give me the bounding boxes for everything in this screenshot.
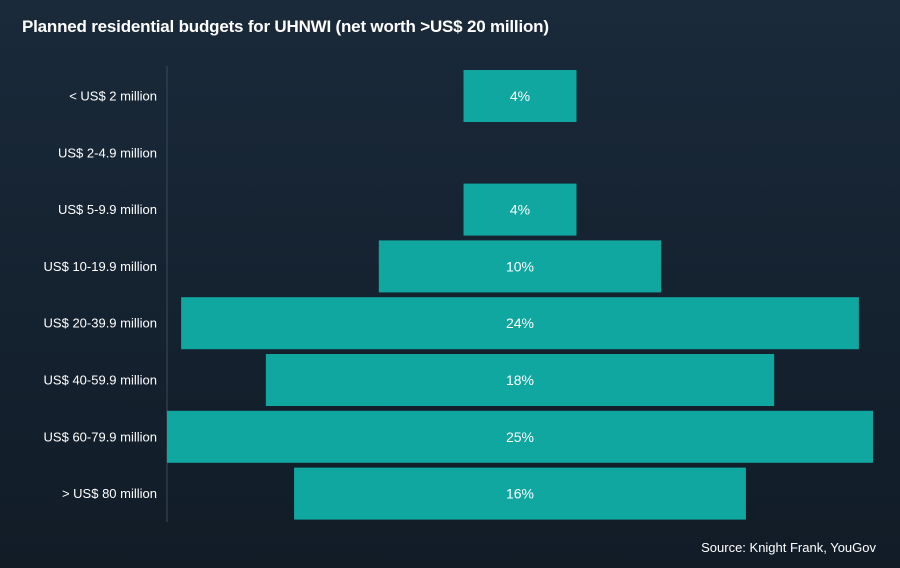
data-label: 4%: [510, 88, 530, 104]
category-label: US$ 5-9.9 million: [58, 202, 157, 217]
bar: [463, 183, 577, 236]
category-label: US$ 60-79.9 million: [44, 429, 157, 444]
chart-title: Planned residential budgets for UHNWI (n…: [22, 17, 549, 36]
source-note: Source: Knight Frank, YouGov: [701, 540, 876, 555]
bar: [463, 70, 577, 122]
bar: [181, 297, 859, 350]
data-label: 16%: [506, 486, 534, 502]
category-label: < US$ 2 million: [69, 89, 157, 104]
bar: [167, 410, 873, 463]
data-label: 25%: [506, 429, 534, 445]
data-label: 4%: [510, 202, 530, 218]
data-label: 24%: [506, 315, 534, 331]
category-label: > US$ 80 million: [62, 486, 157, 501]
category-label: US$ 40-59.9 million: [44, 373, 157, 388]
data-label: 10%: [506, 258, 534, 274]
bar: [378, 240, 662, 293]
category-label: US$ 2-4.9 million: [58, 145, 157, 160]
category-label: US$ 20-39.9 million: [44, 316, 157, 331]
bar: [265, 354, 775, 406]
category-label: US$ 10-19.9 million: [44, 259, 157, 274]
bar: [294, 467, 746, 520]
data-label: 18%: [506, 372, 534, 388]
